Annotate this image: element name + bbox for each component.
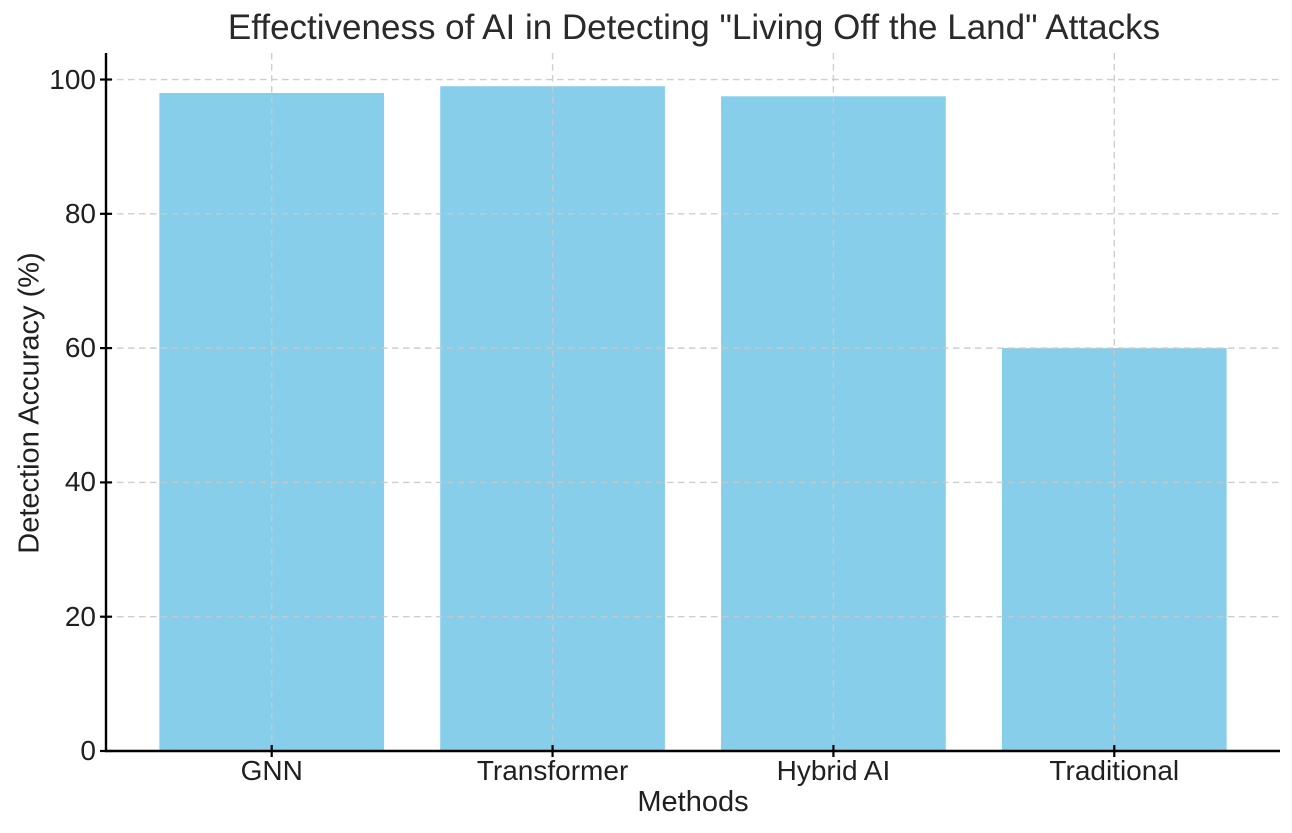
- y-tick-label: 100: [49, 63, 96, 95]
- x-tick-label: Hybrid AI: [776, 755, 891, 786]
- y-tick-label: 80: [64, 197, 96, 229]
- y-tick-label: 40: [64, 466, 96, 498]
- x-tick-label: Traditional: [1049, 755, 1180, 786]
- x-tick-label: Transformer: [476, 755, 629, 786]
- x-axis-label: Methods: [637, 786, 749, 818]
- chart-title: Effectiveness of AI in Detecting "Living…: [227, 8, 1161, 47]
- y-tick-label: 60: [64, 332, 96, 364]
- y-tick-label: 0: [80, 735, 96, 766]
- y-tick-label: 20: [64, 600, 96, 632]
- x-tick-label: GNN: [240, 755, 303, 786]
